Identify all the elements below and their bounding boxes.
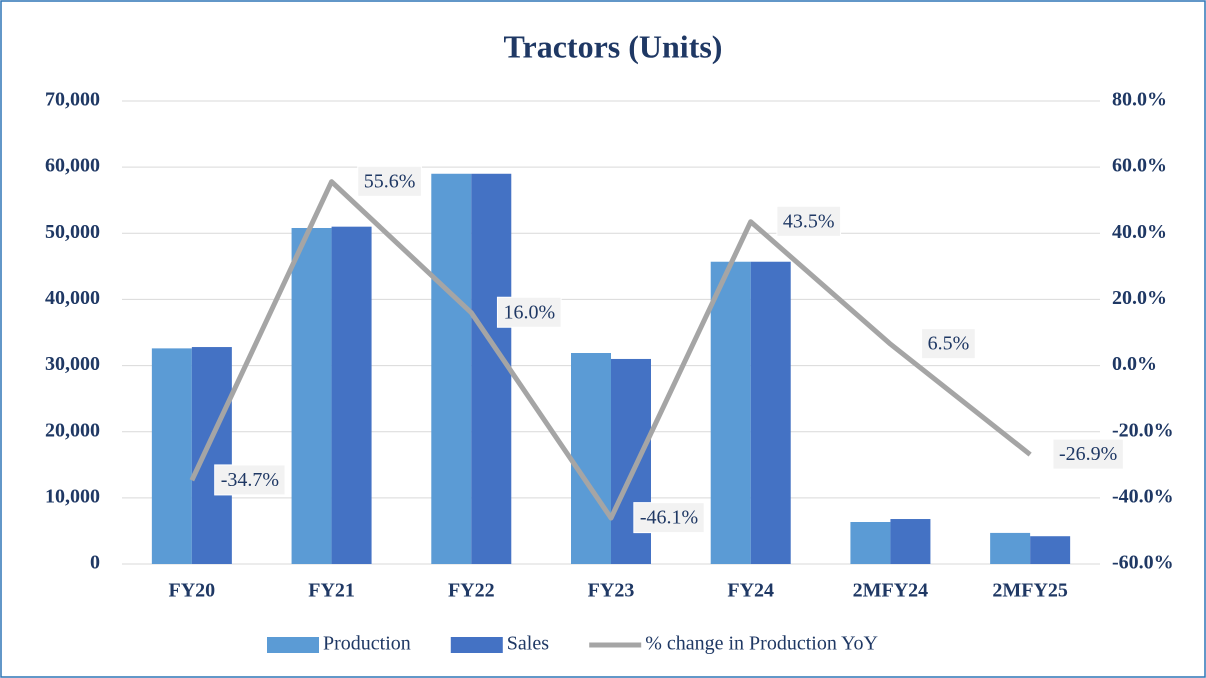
legend-swatch [267,637,319,653]
bar [990,532,1031,564]
y2-tick-label: 0.0% [1112,353,1157,375]
x-tick-label: FY20 [169,580,216,602]
bar [471,173,512,564]
y-tick-label: 50,000 [45,221,100,243]
y-tick-label: 30,000 [45,353,100,375]
legend-label: Production [323,633,411,655]
legend-label: Sales [507,633,549,655]
y-tick-label: 60,000 [45,155,100,177]
data-label-box [496,296,562,328]
bar [331,226,372,564]
x-tick-label: FY23 [588,580,635,602]
data-label: -34.7% [221,469,279,491]
x-tick-label: FY24 [727,580,774,602]
y2-tick-label: 40.0% [1112,221,1167,243]
y2-tick-label: -60.0% [1112,552,1174,574]
bar [850,521,891,564]
x-tick-label: FY21 [308,580,355,602]
bar [710,261,751,564]
x-tick-label: 2MFY25 [992,580,1068,602]
data-label: 6.5% [928,333,970,355]
bar [571,353,611,564]
y2-tick-label: 80.0% [1112,89,1167,111]
y2-tick-label: -20.0% [1112,419,1174,441]
bar [191,347,232,564]
data-label: -26.9% [1059,443,1117,465]
bar [151,348,192,564]
data-label: -46.1% [640,507,698,529]
x-tick-label: FY22 [448,580,495,602]
line [189,179,1032,521]
data-label: 43.5% [783,210,835,232]
data-label: 16.0% [503,301,555,323]
bar [890,519,931,564]
x-tick-label: 2MFY24 [853,580,929,602]
bar [291,227,332,564]
legend-swatch [450,637,503,653]
y-tick-label: 0 [90,552,100,574]
y-tick-label: 40,000 [45,287,100,309]
data-label-box [921,328,976,360]
bar [431,173,472,564]
data-label-box [633,502,705,534]
data-label-box [1052,438,1124,470]
y-tick-label: 10,000 [45,485,100,507]
y2-tick-label: 60.0% [1112,155,1167,177]
chart-title: Tractors (Units) [504,28,723,64]
data-label: 55.6% [364,170,416,192]
bar [750,261,791,564]
bar [1030,536,1071,564]
y-tick-label: 20,000 [45,419,100,441]
data-label-box [214,464,286,496]
y-tick-label: 70,000 [45,89,100,111]
y2-tick-label: 20.0% [1112,287,1167,309]
data-label-box [357,165,422,197]
bar [611,358,651,564]
data-label-box [776,205,842,237]
legend-label: % change in Production YoY [645,633,878,655]
y2-tick-label: -40.0% [1112,485,1174,507]
